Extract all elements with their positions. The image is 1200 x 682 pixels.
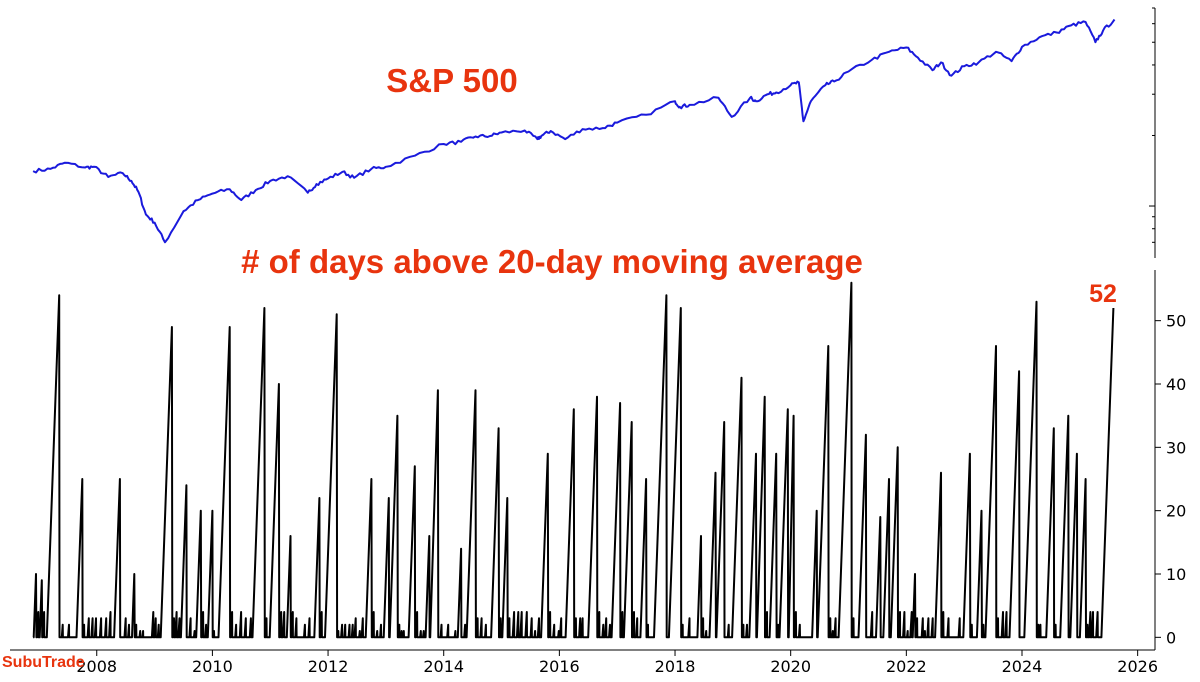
x-tick-label: 2010 (192, 657, 233, 676)
y-tick-label: 20 (1166, 502, 1186, 521)
count-title: # of days above 20-day moving average (241, 243, 863, 280)
y-tick-label: 10 (1166, 565, 1186, 584)
sp500-axis-ticks (1149, 7, 1155, 243)
x-tick-label: 2014 (423, 657, 464, 676)
x-tick-label: 2016 (539, 657, 580, 676)
y-tick-label: 0 (1166, 628, 1176, 647)
y-tick-label: 30 (1166, 438, 1186, 457)
count-y-ticks: 0 10 20 30 40 50 (1155, 312, 1186, 647)
sp500-panel: S&P 500 (32, 7, 1156, 258)
count-line (32, 281, 1115, 639)
x-tick-label: 2026 (1117, 657, 1158, 676)
x-tick-label: 2018 (655, 657, 696, 676)
x-tick-label: 2008 (76, 657, 117, 676)
x-tick-label: 2020 (770, 657, 811, 676)
brand-label: SubuTrade (2, 654, 85, 671)
count-panel: 0 10 20 30 40 50 2008 2010 2012 2014 2016 2018 2020… (10, 243, 1186, 676)
x-tick-label: 2012 (308, 657, 349, 676)
y-tick-label: 40 (1166, 375, 1186, 394)
x-tick-label: 2022 (886, 657, 927, 676)
sp500-line (32, 18, 1116, 244)
x-tick-label: 2024 (1002, 657, 1043, 676)
sp500-title: S&P 500 (386, 62, 517, 99)
last-value-label: 52 (1089, 280, 1117, 308)
count-x-ticks: 2008 2010 2012 2014 2016 2018 2020 2022 2024 2026 (76, 650, 1158, 676)
y-tick-label: 50 (1166, 312, 1186, 331)
